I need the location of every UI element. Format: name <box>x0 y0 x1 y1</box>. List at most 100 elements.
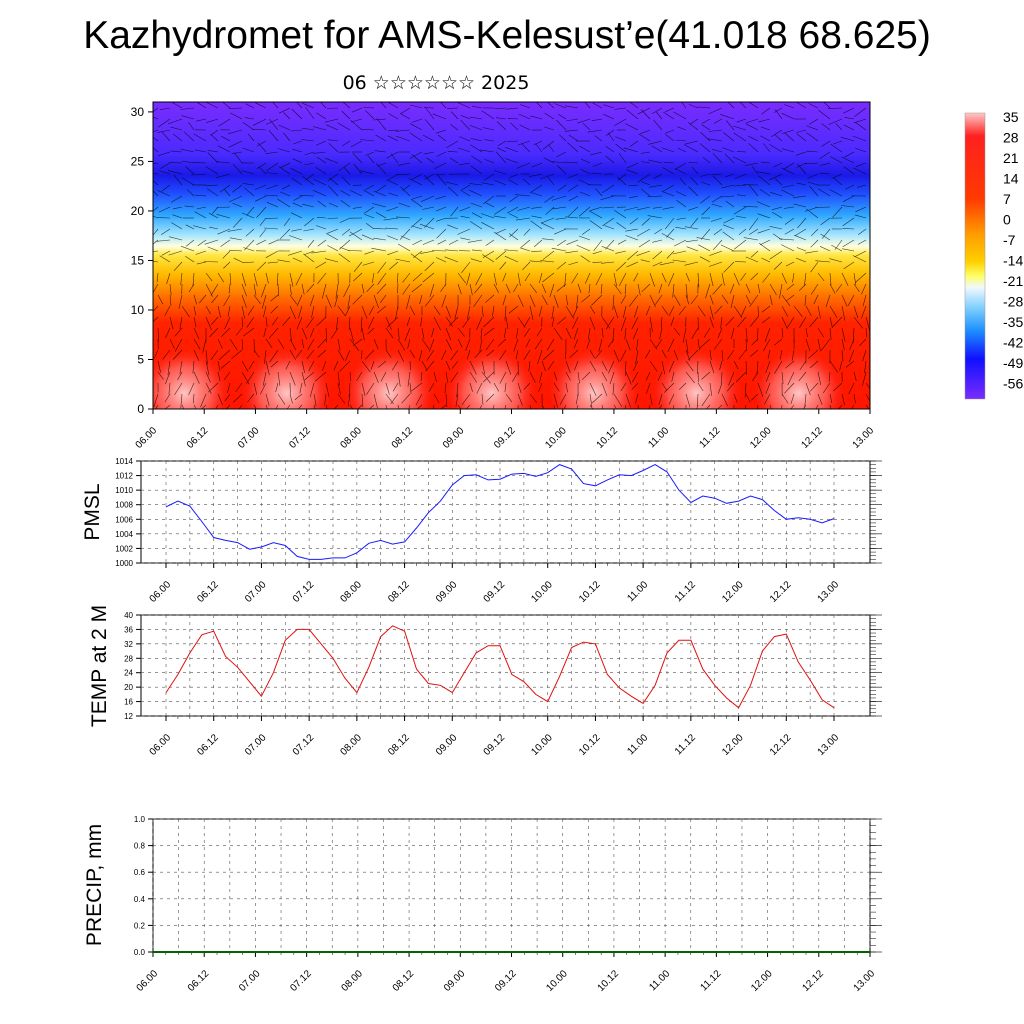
wind-vector <box>424 294 435 307</box>
wind-vector <box>854 250 867 258</box>
wind-vector <box>750 272 759 281</box>
wind-vector <box>207 382 219 393</box>
wind-vector <box>493 215 507 219</box>
x-tick-label: 09.00 <box>441 425 467 451</box>
wind-vector <box>756 201 771 208</box>
x-tick-label: 10.00 <box>544 968 570 994</box>
wind-vector <box>773 261 783 270</box>
warm-core-4 <box>547 339 640 409</box>
wind-vector <box>551 161 567 164</box>
wind-vector <box>624 327 627 340</box>
wind-vector <box>460 237 471 241</box>
wind-vector <box>700 195 711 204</box>
wind-vector <box>231 151 243 154</box>
wind-vector <box>377 305 387 314</box>
wind-vector <box>411 199 423 208</box>
wind-vector <box>671 371 675 382</box>
wind-vector <box>265 338 273 348</box>
wind-vector <box>638 133 651 142</box>
wind-vector <box>448 239 459 245</box>
wind-vector <box>256 261 267 271</box>
wind-vector <box>341 228 351 236</box>
wind-vector <box>656 338 663 348</box>
wind-vector <box>758 175 771 186</box>
wind-vector <box>269 119 279 131</box>
wind-vector <box>221 327 231 337</box>
warm-core-3 <box>445 339 538 409</box>
wind-vector <box>450 111 459 120</box>
wind-vector <box>523 178 531 186</box>
precip-ylabel: PRECIP, mm <box>83 824 106 946</box>
wind-vector <box>347 294 351 310</box>
wind-vector <box>625 228 639 232</box>
wind-vector <box>242 147 255 153</box>
wind-vector <box>829 393 833 403</box>
wind-vector <box>268 327 279 339</box>
wind-vector <box>529 260 543 263</box>
wind-vector <box>348 228 363 237</box>
wind-vector <box>542 272 555 283</box>
wind-vector <box>265 118 279 125</box>
wind-vector <box>825 294 831 308</box>
wind-vector <box>193 133 207 142</box>
wind-vector <box>805 338 811 352</box>
wind-vector <box>409 382 412 395</box>
wind-vector <box>843 195 855 202</box>
wind-vector <box>364 110 375 120</box>
wind-vector <box>802 404 807 409</box>
wind-vector <box>334 294 339 307</box>
wind-vector <box>315 140 327 146</box>
wind-vector <box>277 259 291 263</box>
wind-vector <box>199 294 207 304</box>
wind-vector <box>627 162 639 169</box>
wind-vector <box>363 206 375 214</box>
wind-vector <box>422 272 435 283</box>
wind-vector <box>810 261 819 273</box>
wind-vector <box>795 102 807 109</box>
wind-vector <box>588 210 603 219</box>
y-tick-label: 36 <box>124 625 133 634</box>
wind-vector <box>421 338 430 350</box>
wind-vector <box>210 133 219 142</box>
wind-vector <box>207 152 219 164</box>
wind-vector <box>775 109 783 120</box>
wind-vector <box>844 184 855 190</box>
wind-vector <box>479 404 483 409</box>
wind-vector <box>444 382 447 394</box>
wind-vector <box>153 146 159 153</box>
temp-frame <box>140 614 871 717</box>
wind-vector <box>792 272 795 283</box>
wind-vector <box>613 393 623 407</box>
wind-vector <box>640 129 651 134</box>
wind-vector <box>539 173 555 180</box>
wind-vector <box>620 382 627 392</box>
wind-vector <box>265 404 268 409</box>
wind-vector <box>210 129 219 136</box>
wind-vector <box>420 223 435 230</box>
wind-vector <box>304 250 315 255</box>
wind-vector <box>712 149 723 153</box>
wind-vector <box>357 404 363 409</box>
wind-vector <box>277 338 285 349</box>
wind-vector <box>745 294 751 305</box>
wind-vector <box>217 371 221 382</box>
wind-vector <box>553 327 563 340</box>
wind-vector <box>589 393 593 407</box>
wind-vector <box>457 228 471 235</box>
wind-vector <box>377 360 387 368</box>
wind-vector <box>348 316 351 330</box>
wind-vector <box>576 404 579 409</box>
wind-vector <box>431 250 447 252</box>
wind-vector <box>750 349 759 357</box>
wind-vector <box>192 360 195 374</box>
wind-vector <box>372 203 387 208</box>
wind-vector <box>721 349 724 362</box>
wind-vector <box>595 349 603 359</box>
wind-vector <box>173 261 183 272</box>
wind-vector <box>829 360 838 373</box>
wind-vector <box>723 261 735 273</box>
wind-vector <box>352 152 363 164</box>
wind-vector <box>289 294 298 305</box>
wind-vector <box>809 316 819 328</box>
